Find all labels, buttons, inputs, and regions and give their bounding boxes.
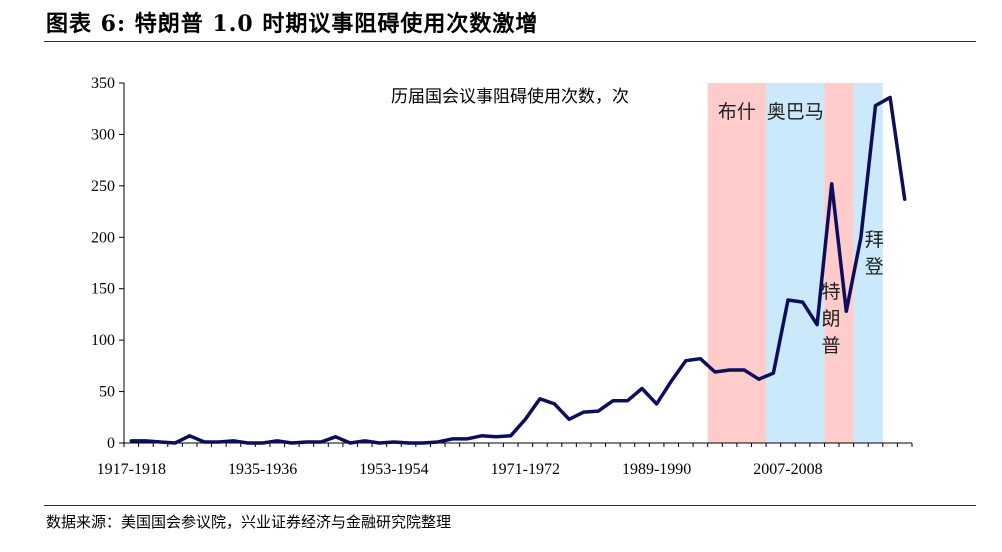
top-rule (44, 41, 976, 42)
x-tick-label-0: 1917-1918 (97, 461, 166, 478)
series-group (129, 95, 907, 445)
period-label-3-char-0: 拜 (865, 229, 884, 251)
y-tick-label-2: 100 (91, 332, 115, 349)
bottom-rule (44, 505, 976, 506)
y-tick-label-4: 200 (91, 229, 115, 246)
period-label-2-char-1: 朗 (822, 308, 841, 330)
period-label-2-char-2: 普 (822, 335, 841, 357)
period-label-2-char-0: 特 (822, 281, 841, 303)
x-tick-label-3: 1971-1972 (491, 461, 560, 478)
chart-title: 历届国会议事阻碍使用次数，次 (391, 86, 629, 107)
y-tick-label-0: 0 (107, 435, 115, 452)
y-tick-label-7: 350 (91, 75, 115, 92)
y-tick-label-6: 300 (91, 126, 115, 143)
x-tick-label-4: 1989-1990 (622, 461, 691, 478)
figure-title: 图表 6: 特朗普 1.0 时期议事阻碍使用次数激增 (46, 11, 539, 37)
y-tick-label-1: 50 (99, 384, 115, 401)
x-tick-label-5: 2007-2008 (753, 461, 822, 478)
period-band-1 (766, 83, 825, 443)
period-label-3-char-1: 登 (865, 256, 884, 278)
period-band-0 (707, 83, 767, 443)
period-label-0: 布什 (718, 101, 756, 123)
period-label-1: 奥巴马 (767, 101, 824, 123)
shaded-periods (707, 83, 883, 443)
source-note: 数据来源：美国国会参议院，兴业证券经济与金融研究院整理 (46, 513, 452, 531)
y-tick-label-5: 250 (91, 178, 115, 195)
x-tick-label-1: 1935-1936 (228, 461, 297, 478)
x-tick-label-2: 1953-1954 (359, 461, 428, 478)
series-line (129, 95, 907, 445)
y-tick-label-3: 150 (91, 281, 115, 298)
period-band-3 (853, 83, 883, 443)
